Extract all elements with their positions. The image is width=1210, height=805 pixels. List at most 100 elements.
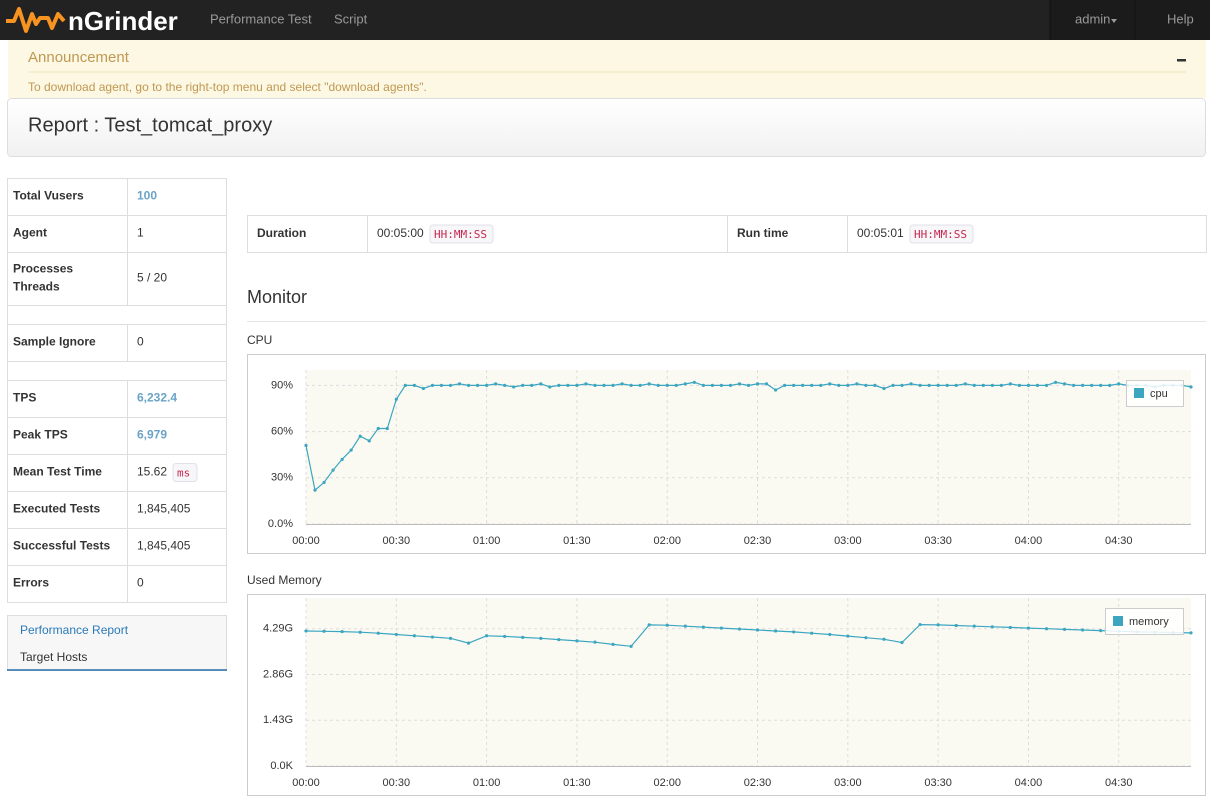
y-tick-label: 30% — [271, 472, 293, 484]
table-cell — [7, 565, 128, 603]
data-point — [1026, 626, 1031, 630]
side-nav-item[interactable]: Performance Report — [20, 623, 129, 637]
data-point — [873, 383, 877, 387]
data-point — [864, 636, 868, 640]
x-tick-label: 03:00 — [834, 535, 862, 547]
data-point — [990, 625, 994, 629]
x-tick-label: 00:30 — [383, 535, 411, 547]
row-label: Errors — [13, 576, 49, 590]
data-point — [701, 625, 705, 629]
chart-title: Used Memory — [247, 573, 322, 587]
navbar — [0, 0, 1210, 40]
table-cell — [7, 361, 227, 381]
table-cell — [367, 215, 728, 253]
data-point — [1099, 383, 1103, 387]
data-point — [909, 382, 913, 386]
data-point — [611, 383, 615, 387]
data-point — [755, 382, 760, 386]
data-point — [864, 383, 868, 387]
y-tick-label: 60% — [271, 426, 293, 438]
data-point — [485, 634, 489, 638]
data-point — [737, 627, 742, 631]
data-point — [810, 383, 814, 387]
data-point — [710, 383, 714, 387]
data-point — [557, 638, 561, 642]
y-tick-label: 2.86G — [263, 668, 293, 680]
data-point — [448, 383, 453, 387]
table-cell — [127, 324, 227, 362]
x-tick-label: 01:00 — [473, 535, 501, 547]
row-value: 0 — [137, 576, 144, 590]
data-point — [584, 382, 588, 386]
data-point — [918, 622, 922, 627]
section-title: Monitor — [247, 287, 307, 307]
x-tick-label: 01:30 — [563, 535, 591, 547]
legend-swatch — [1113, 616, 1123, 626]
row-value: 1,845,405 — [137, 502, 191, 516]
data-point — [394, 632, 398, 637]
side-nav-item[interactable]: Target Hosts — [20, 650, 87, 664]
data-point — [1081, 383, 1085, 387]
x-tick-label: 00:00 — [292, 777, 320, 789]
data-point — [656, 383, 660, 387]
menu-item[interactable]: Script — [334, 11, 368, 26]
data-point — [466, 641, 471, 645]
y-tick-label: 4.29G — [263, 623, 293, 635]
data-point — [1189, 385, 1193, 389]
x-tick-label: 01:00 — [473, 777, 501, 789]
report-title: Report : Test_tomcat_proxy — [28, 114, 272, 136]
unit-label: ms — [177, 467, 190, 480]
row-label: Total Vusers — [13, 189, 84, 203]
collapse-icon[interactable] — [1177, 59, 1186, 62]
data-point — [575, 383, 579, 387]
logo — [6, 7, 66, 33]
data-point — [503, 634, 507, 639]
x-tick-label: 03:30 — [924, 535, 952, 547]
data-point — [882, 637, 886, 641]
x-tick-label: 03:00 — [834, 777, 862, 789]
data-point — [322, 480, 326, 485]
data-point — [394, 397, 398, 401]
data-point — [349, 448, 353, 452]
table-cell — [127, 528, 227, 566]
data-point — [773, 629, 778, 633]
row-label: TPS — [13, 391, 36, 405]
data-point — [1062, 382, 1067, 386]
chart-title: CPU — [247, 333, 272, 347]
info-label: Duration — [257, 226, 306, 240]
data-point — [322, 629, 326, 633]
table-cell — [7, 528, 128, 566]
data-point — [367, 439, 371, 443]
data-point — [647, 382, 651, 386]
data-point — [792, 383, 796, 387]
report-header — [7, 98, 1206, 157]
data-point — [421, 386, 425, 391]
data-point — [1090, 383, 1094, 387]
data-point — [376, 631, 380, 635]
data-point — [638, 383, 642, 387]
data-point — [331, 468, 335, 472]
data-point — [466, 383, 471, 387]
data-point — [593, 640, 597, 644]
brand[interactable]: nGrinder — [68, 6, 178, 36]
data-point — [1108, 383, 1112, 387]
info-label: Run time — [737, 226, 789, 240]
table-cell — [127, 565, 227, 603]
unit-badge — [909, 224, 974, 244]
user-menu[interactable]: admin — [1075, 11, 1110, 26]
data-point — [358, 630, 362, 634]
table-cell — [7, 454, 128, 492]
help-link[interactable]: Help — [1167, 11, 1194, 26]
plot-area — [306, 370, 1191, 524]
row-value: 6,979 — [137, 428, 167, 442]
data-point — [900, 383, 904, 387]
data-point — [692, 380, 696, 384]
data-point — [683, 382, 687, 386]
row-value: 1 — [137, 226, 144, 240]
data-point — [1117, 382, 1121, 386]
data-point — [620, 382, 624, 386]
menu-item[interactable]: Performance Test — [210, 11, 312, 26]
data-point — [846, 383, 850, 387]
data-point — [530, 383, 534, 387]
